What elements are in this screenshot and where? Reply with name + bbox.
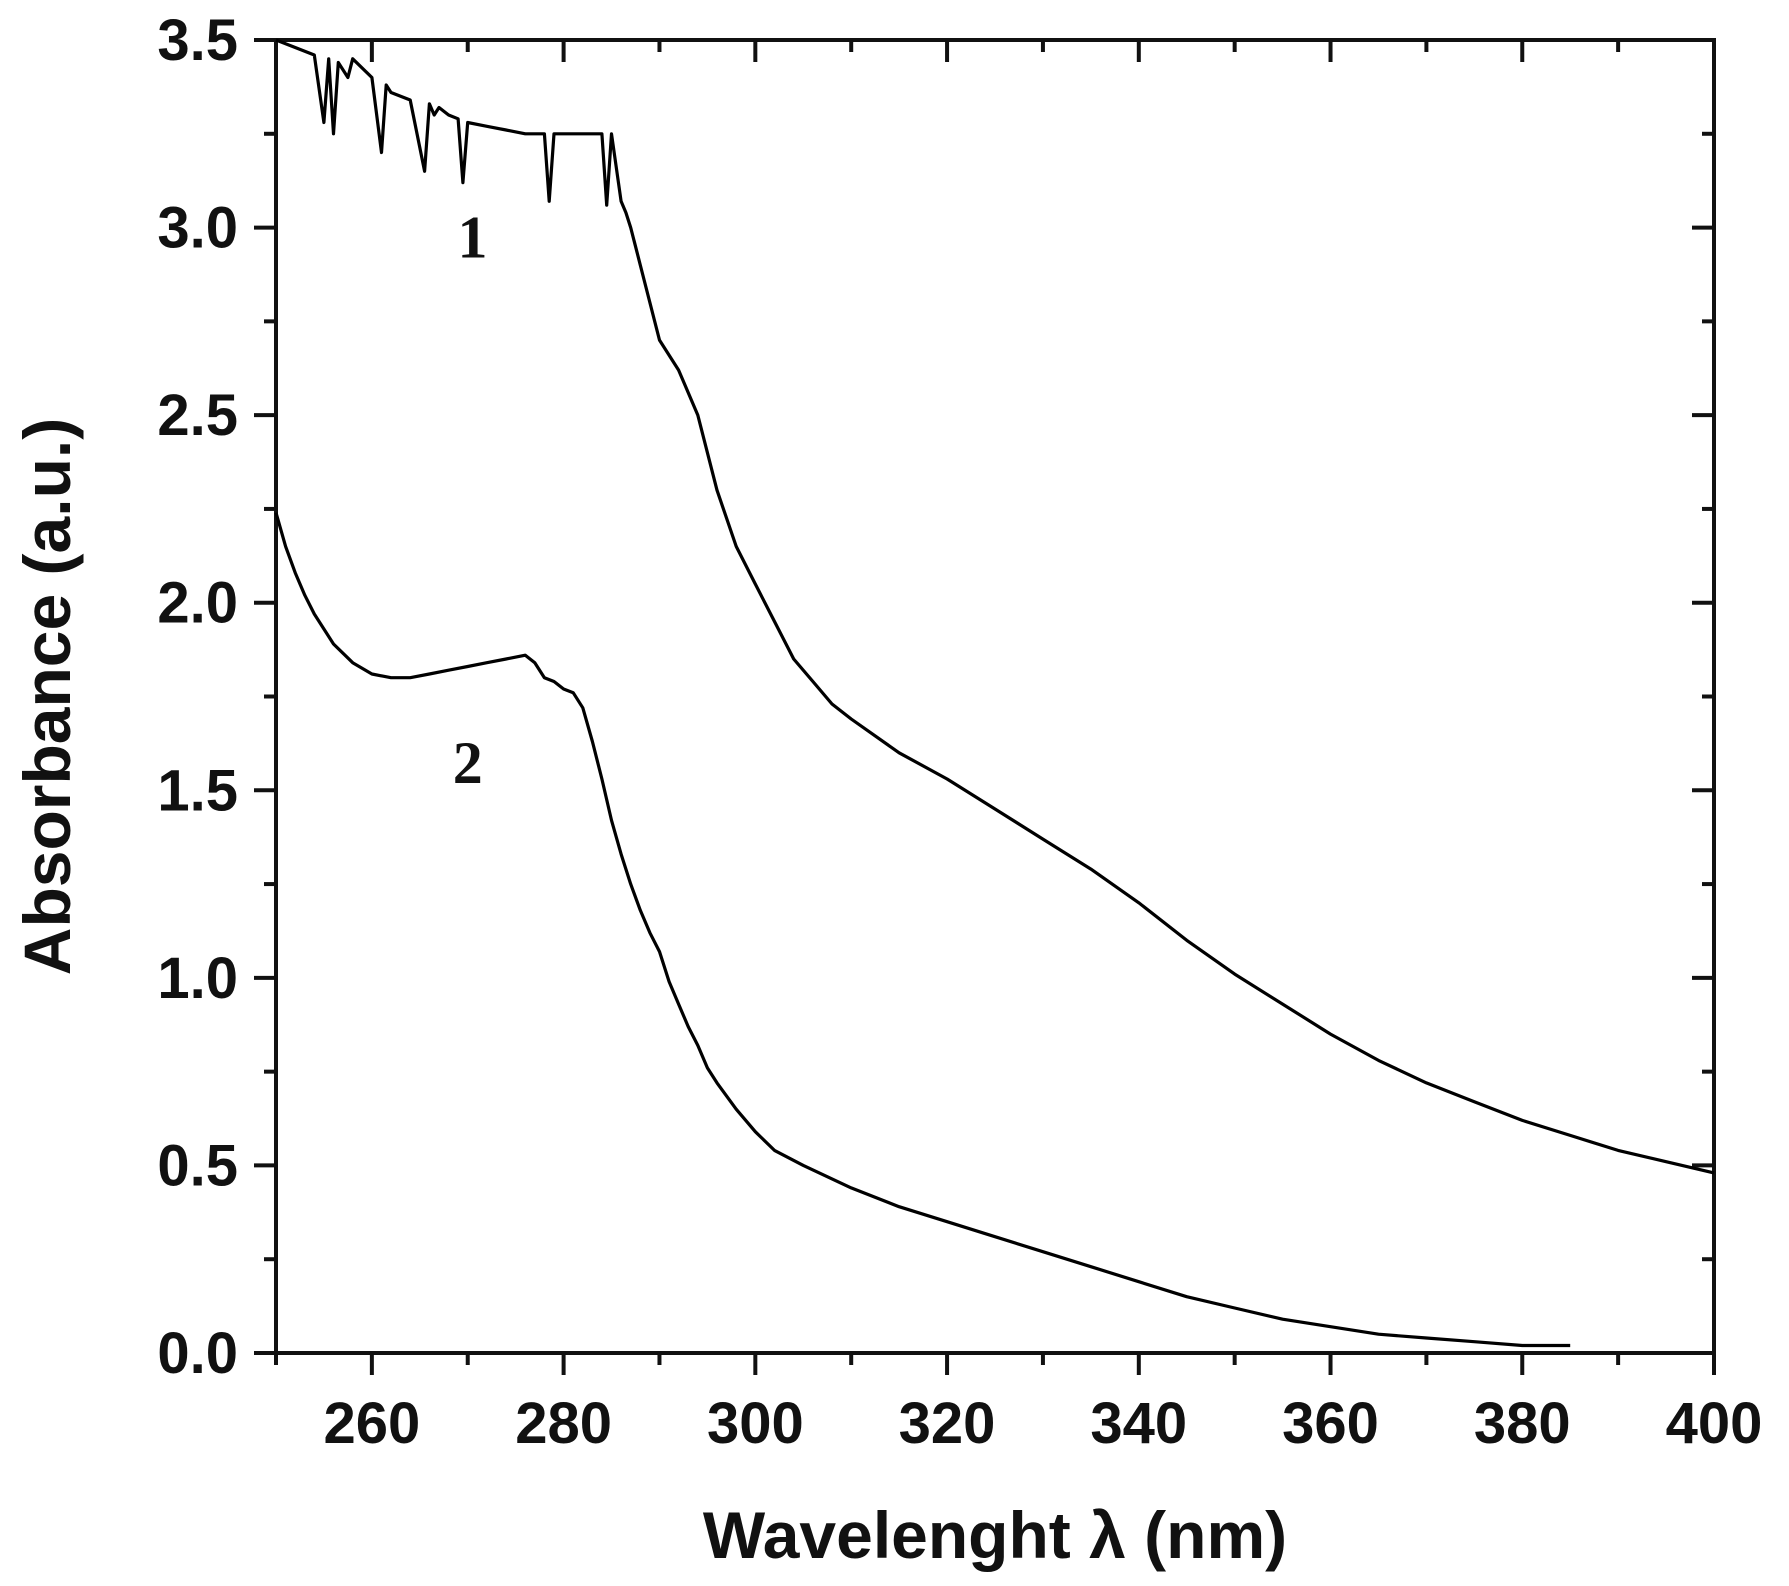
y-tick-label: 2.5 [157, 383, 238, 448]
series-2-label: 2 [453, 730, 483, 796]
x-tick-label: 260 [323, 1391, 420, 1456]
x-tick-label: 300 [707, 1391, 804, 1456]
series-2-line [274, 512, 1571, 1348]
x-tick-label: 360 [1282, 1391, 1379, 1456]
y-tick-label: 3.0 [157, 196, 238, 261]
y-axis-title: Absorbance (a.u.) [10, 418, 84, 975]
x-tick-label: 280 [515, 1391, 612, 1456]
x-tick-label: 340 [1090, 1391, 1187, 1456]
x-tick-label: 400 [1666, 1391, 1763, 1456]
y-tick-label: 3.5 [157, 8, 238, 73]
y-tick-label: 2.0 [157, 571, 238, 636]
y-tick-label: 0.0 [157, 1321, 238, 1386]
y-tick-label: 0.5 [157, 1133, 238, 1198]
x-tick-label: 380 [1474, 1391, 1571, 1456]
x-axis-title: Wavelenght λ (nm) [703, 1498, 1287, 1572]
y-tick-label: 1.0 [157, 946, 238, 1011]
x-tick-label: 320 [899, 1391, 996, 1456]
y-tick-label: 1.5 [157, 758, 238, 823]
plot-area: 0.0 0.5 1.0 1.5 2.0 2.5 3.0 3.5 260 280 300 320 340 3… [157, 8, 1762, 1456]
series-1-line [275, 38, 1715, 1175]
series-1-label: 1 [458, 205, 488, 271]
